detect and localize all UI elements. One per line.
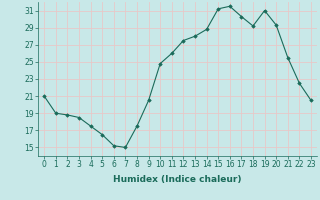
X-axis label: Humidex (Indice chaleur): Humidex (Indice chaleur) <box>113 175 242 184</box>
